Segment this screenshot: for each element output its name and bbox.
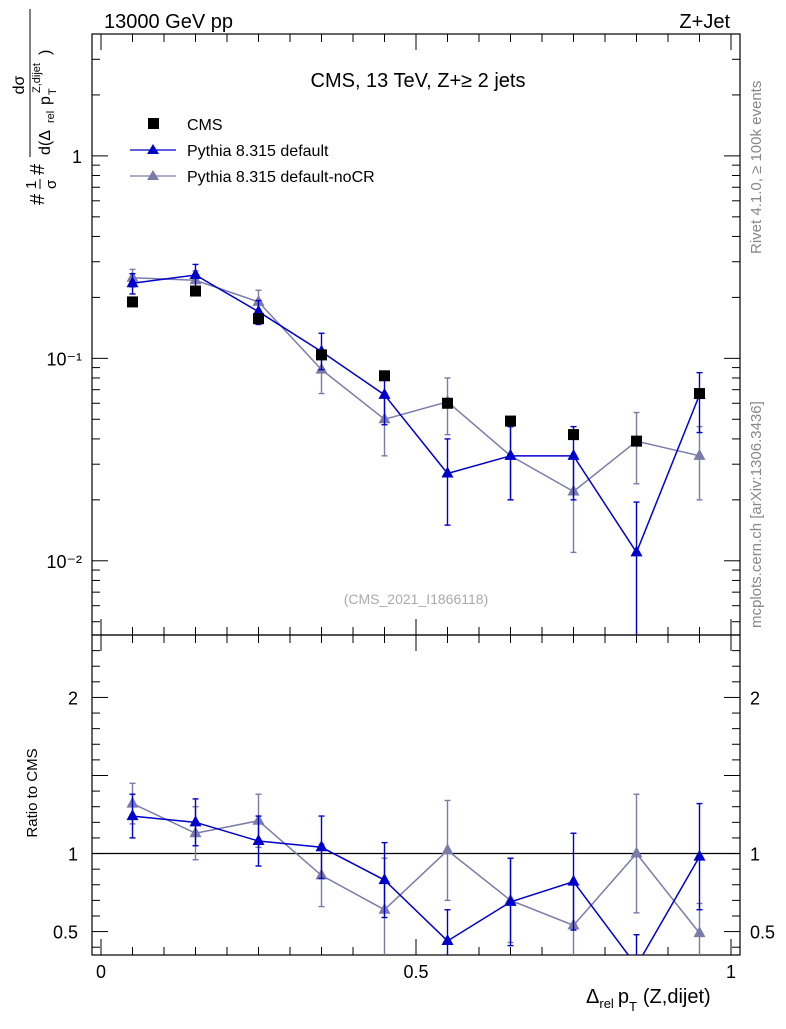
svg-text:p: p xyxy=(37,96,54,105)
default-ratio-point xyxy=(126,809,139,821)
legend-label-cms: CMS xyxy=(187,117,223,134)
cms-point xyxy=(568,429,579,441)
header-right-label: Z+Jet xyxy=(679,11,730,33)
analysis-watermark: (CMS_2021_I1866118) xyxy=(344,591,489,607)
y-tick-label-main: 10⁻¹ xyxy=(46,349,82,369)
cms-point xyxy=(694,388,705,400)
svg-text:T: T xyxy=(47,88,59,95)
default-ratio-point xyxy=(252,834,265,846)
default-ratio-point xyxy=(693,849,706,861)
svg-text:#: # xyxy=(27,193,49,205)
ratio-plot-data xyxy=(92,782,740,970)
default-main-point xyxy=(567,448,580,460)
x-axis-title: Δrel pT (Z,dijet) xyxy=(586,986,711,1014)
nocr-main-point xyxy=(693,448,706,460)
mcplots-label: mcplots.cern.ch [arXiv:1306.3436] xyxy=(748,401,765,628)
legend-marker-default xyxy=(147,144,159,154)
axes-ticks xyxy=(92,33,740,955)
x-tick-label-1: 1 xyxy=(726,962,736,982)
nocr-ratio-point xyxy=(693,926,706,938)
cms-point xyxy=(631,435,642,447)
x-tick-label-0.5: 0.5 xyxy=(403,962,428,982)
y-tick-label-ratio-left: 1 xyxy=(68,845,78,865)
nocr-ratio-point xyxy=(630,846,643,858)
y-tick-labels: 10⁻² 10⁻¹ 1 0.5 0.5 1 1 2 2 xyxy=(46,147,775,943)
svg-text:Z,dijet: Z,dijet xyxy=(31,63,43,93)
legend-label-nocr: Pythia 8.315 default-noCR xyxy=(187,169,375,186)
ratio-y-axis-title: Ratio to CMS xyxy=(24,748,41,837)
cms-point xyxy=(253,313,264,325)
svg-text:dσ: dσ xyxy=(11,75,28,94)
default-main-point xyxy=(189,268,202,280)
default-ratio-point xyxy=(378,873,391,885)
legend-marker-nocr xyxy=(147,170,159,180)
default-main-point xyxy=(126,276,139,288)
nocr-ratio-point xyxy=(441,843,454,855)
svg-text:): ) xyxy=(37,50,54,55)
cms-point xyxy=(505,415,516,427)
cms-point xyxy=(379,370,390,382)
y-tick-label-ratio-left: 0.5 xyxy=(53,923,78,943)
rivet-version-label: Rivet 4.1.0, ≥ 100k events xyxy=(748,81,765,254)
default-main-point xyxy=(504,448,517,460)
nocr-ratio-line xyxy=(132,802,701,934)
cms-point xyxy=(127,296,138,308)
cms-point xyxy=(316,349,327,361)
default-main-line xyxy=(132,274,701,555)
plot-title: CMS, 13 TeV, Z+≥ 2 jets xyxy=(311,70,526,92)
default-ratio-point xyxy=(631,959,643,970)
svg-text:d(Δ: d(Δ xyxy=(37,130,54,155)
default-ratio-point xyxy=(504,894,517,906)
svg-text:rel: rel xyxy=(45,111,57,123)
default-main-point xyxy=(630,545,643,557)
ratio-plot-frame xyxy=(91,634,741,956)
x-tick-label-0: 0 xyxy=(96,962,106,982)
default-ratio-point xyxy=(441,933,454,945)
y-tick-label-ratio-left: 2 xyxy=(68,688,78,708)
main-y-axis-title: # 1 σ # dσ d(Δ rel p T Z,dijet ) xyxy=(11,9,60,205)
nocr-main-line xyxy=(132,277,700,493)
header-left-label: 13000 GeV pp xyxy=(104,11,233,33)
y-tick-label-ratio-right: 0.5 xyxy=(750,923,775,943)
legend-marker-cms xyxy=(148,118,159,129)
default-main-point xyxy=(378,387,391,399)
svg-text:#: # xyxy=(27,163,49,175)
default-ratio-point xyxy=(567,874,580,886)
default-main-point xyxy=(252,304,265,316)
default-main-point xyxy=(441,466,454,478)
cms-point xyxy=(190,285,201,297)
default-ratio-point xyxy=(315,840,328,852)
y-tick-label-ratio-right: 1 xyxy=(750,845,760,865)
legend-label-default: Pythia 8.315 default xyxy=(187,143,329,160)
y-tick-label-main: 1 xyxy=(72,147,82,167)
default-ratio-line xyxy=(132,815,701,955)
main-plot-data xyxy=(126,263,706,635)
svg-text:σ: σ xyxy=(43,179,60,189)
y-tick-label-ratio-right: 2 xyxy=(750,688,760,708)
legend: CMS Pythia 8.315 default Pythia 8.315 de… xyxy=(130,117,375,186)
y-tick-label-main: 10⁻² xyxy=(46,552,82,572)
default-ratio-point xyxy=(189,815,202,827)
cms-point xyxy=(442,397,453,409)
svg-text:1: 1 xyxy=(23,181,40,189)
